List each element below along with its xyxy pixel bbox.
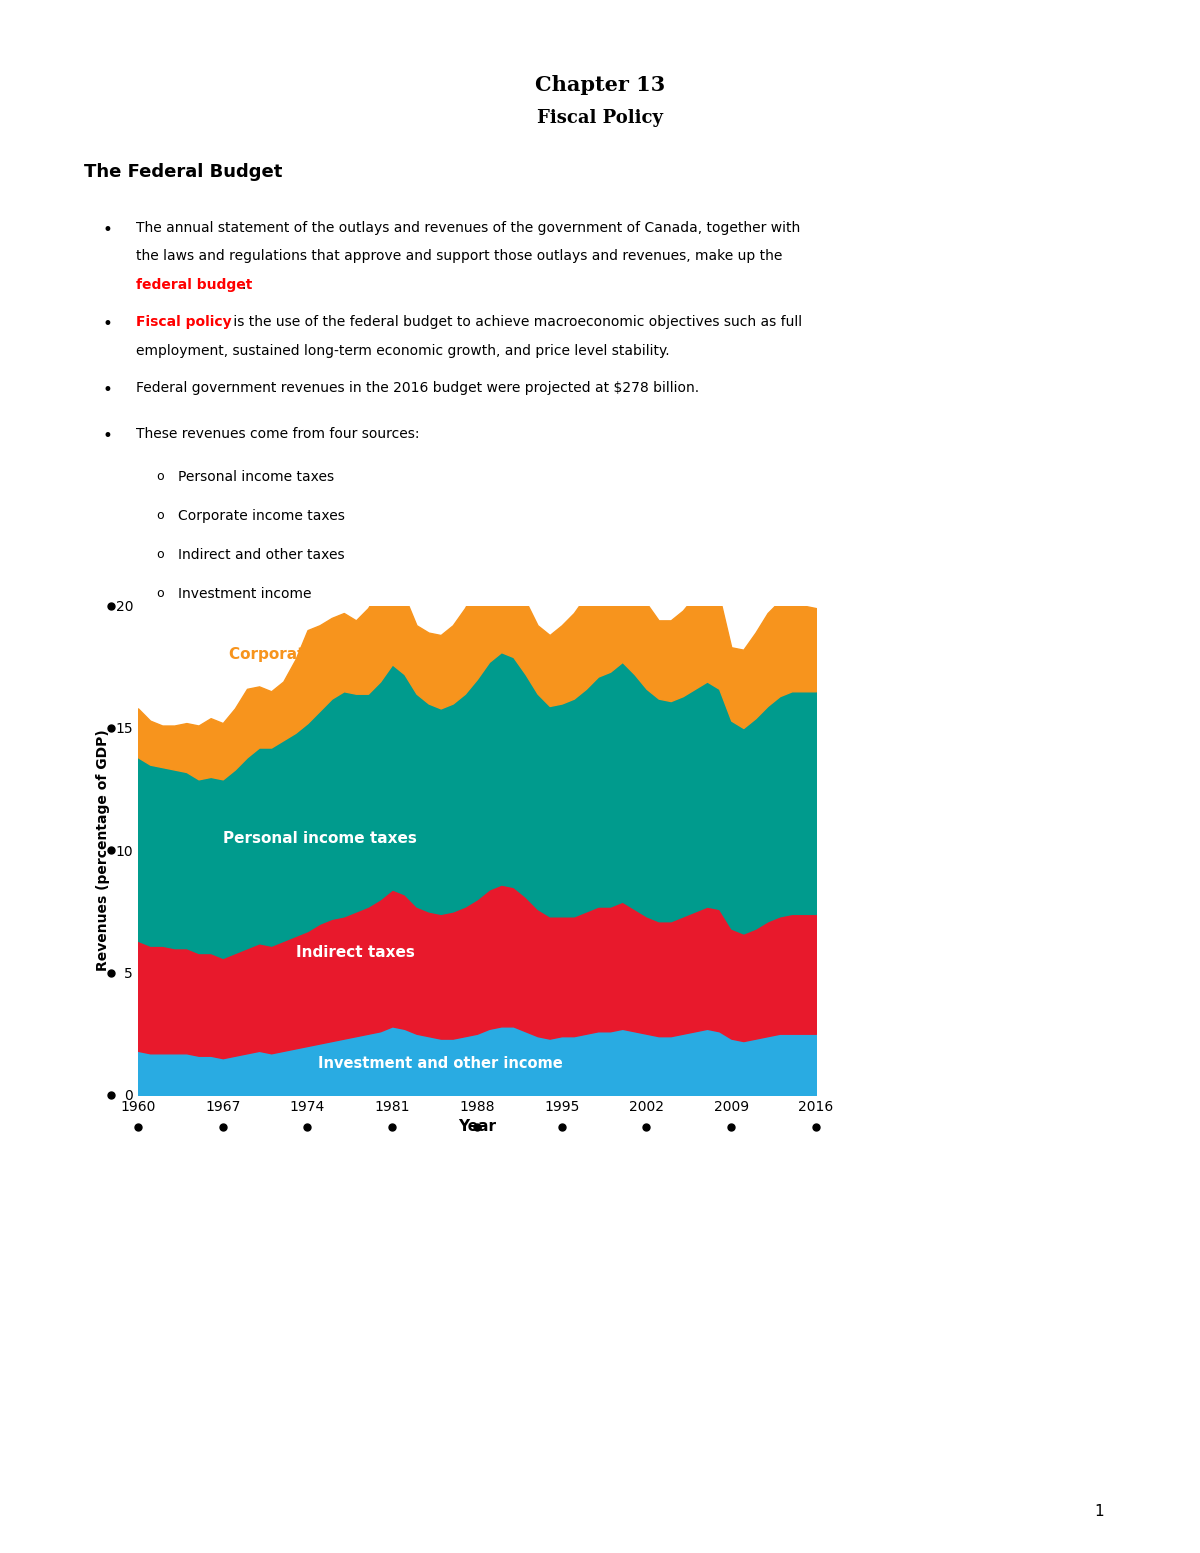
- Text: Federal government revenues in the 2016 budget were projected at $278 billion.: Federal government revenues in the 2016 …: [136, 382, 698, 396]
- Text: Personal income taxes: Personal income taxes: [178, 471, 334, 485]
- Text: is the use of the federal budget to achieve macroeconomic objectives such as ful: is the use of the federal budget to achi…: [229, 315, 803, 329]
- Text: Investment and other income: Investment and other income: [318, 1056, 563, 1070]
- Y-axis label: Revenues (percentage of GDP): Revenues (percentage of GDP): [96, 730, 110, 971]
- Text: 1: 1: [1094, 1503, 1104, 1519]
- Text: Fiscal policy: Fiscal policy: [136, 315, 232, 329]
- Text: Indirect taxes: Indirect taxes: [296, 946, 415, 960]
- Text: Personal income taxes: Personal income taxes: [223, 831, 416, 845]
- Text: •: •: [102, 221, 112, 239]
- Text: Corporate income taxes: Corporate income taxes: [178, 509, 344, 523]
- Text: The annual statement of the outlays and revenues of the government of Canada, to: The annual statement of the outlays and …: [136, 221, 800, 235]
- Text: The Federal Budget: The Federal Budget: [84, 163, 282, 182]
- Text: Chapter 13: Chapter 13: [535, 75, 665, 95]
- X-axis label: Year: Year: [458, 1120, 496, 1134]
- Text: •: •: [102, 427, 112, 446]
- Text: employment, sustained long-term economic growth, and price level stability.: employment, sustained long-term economic…: [136, 345, 670, 359]
- Text: o: o: [156, 471, 163, 483]
- Text: Indirect and other taxes: Indirect and other taxes: [178, 548, 344, 562]
- Text: federal budget: federal budget: [136, 278, 252, 292]
- Text: •: •: [102, 382, 112, 399]
- Text: o: o: [156, 548, 163, 561]
- Text: •: •: [102, 315, 112, 334]
- Text: Investment income: Investment income: [178, 587, 311, 601]
- Text: o: o: [156, 509, 163, 522]
- Text: These revenues come from four sources:: These revenues come from four sources:: [136, 427, 419, 441]
- Text: .: .: [241, 278, 246, 292]
- Text: Corporate income taxes: Corporate income taxes: [229, 648, 434, 662]
- Text: Fiscal Policy: Fiscal Policy: [538, 109, 662, 127]
- Text: the laws and regulations that approve and support those outlays and revenues, ma: the laws and regulations that approve an…: [136, 248, 782, 264]
- Text: o: o: [156, 587, 163, 599]
